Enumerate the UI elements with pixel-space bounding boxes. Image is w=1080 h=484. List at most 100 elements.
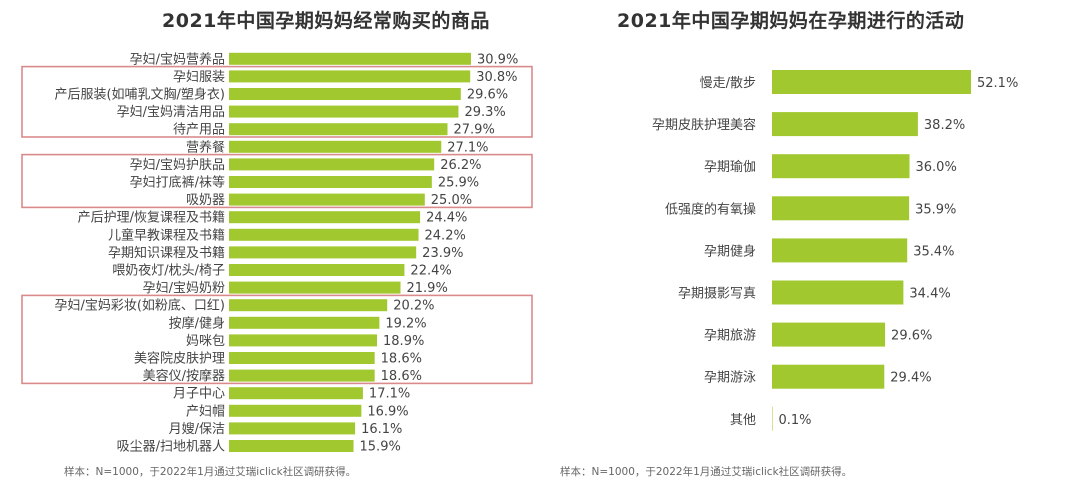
category-label: 喂奶夜灯/枕头/椅子 [112, 264, 225, 279]
bar [772, 322, 886, 347]
value-label: 27.9% [454, 123, 495, 138]
category-label: 孕妇服装 [173, 69, 225, 85]
value-label: 34.4% [909, 287, 950, 302]
bar [229, 281, 401, 294]
category-label: 营养餐 [186, 139, 225, 155]
bar [772, 70, 971, 94]
category-label: 慢走/散步 [700, 75, 756, 91]
value-label: 21.9% [407, 281, 448, 296]
category-label: 月子中心 [173, 387, 225, 402]
category-label: 吸尘器/扫地机器人 [117, 440, 225, 455]
bar [229, 387, 363, 400]
value-label: 19.2% [385, 316, 426, 331]
value-label: 52.1% [977, 76, 1018, 91]
category-label: 美容仪/按摩器 [143, 368, 225, 384]
category-label: 妈咪包 [186, 334, 225, 349]
category-label: 低强度的有氧操 [665, 201, 756, 217]
bar [229, 88, 461, 100]
bar [229, 369, 375, 382]
highlight-box [21, 153, 533, 209]
category-label: 按摩/健身 [169, 315, 225, 331]
value-label: 18.6% [381, 369, 422, 384]
highlight-box [21, 294, 533, 385]
category-label: 产妇帽 [186, 403, 225, 419]
category-label: 美容院皮肤护理 [134, 351, 225, 367]
bar [229, 246, 417, 259]
category-label: 孕妇/宝妈清洁用品 [117, 104, 225, 120]
bar [229, 52, 471, 65]
bar [229, 211, 421, 224]
category-label: 其他 [730, 413, 756, 428]
value-label: 18.9% [383, 334, 424, 349]
bar [229, 70, 471, 83]
category-label: 孕期皮肤护理美容 [652, 117, 756, 133]
bar [772, 280, 904, 305]
value-label: 30.9% [477, 52, 518, 67]
highlight-box [21, 65, 533, 138]
value-label: 29.6% [891, 329, 932, 344]
bar [229, 105, 459, 118]
bar [229, 299, 388, 312]
bar [772, 196, 910, 221]
bar [772, 238, 908, 263]
value-label: 36.0% [916, 160, 957, 175]
category-label: 孕妇打底裤/袜等 [130, 175, 225, 191]
left-sample-note: 样本：N=1000，于2022年1月通过艾瑞iclick社区调研获得。 [64, 466, 357, 478]
category-label: 孕期旅游 [704, 329, 756, 344]
value-label: 22.4% [410, 264, 451, 279]
bar [229, 176, 432, 188]
bar [229, 140, 442, 153]
category-label: 产后护理/恢复课程及书籍 [78, 210, 225, 226]
category-label: 孕期游泳 [704, 371, 756, 386]
value-label: 16.1% [361, 422, 402, 437]
category-label: 孕期瑜伽 [704, 160, 756, 175]
category-label: 孕妇/宝妈奶粉 [143, 280, 225, 296]
bar [229, 422, 356, 435]
value-label: 35.9% [915, 202, 956, 217]
category-label: 待产用品 [173, 123, 225, 138]
category-label: 月嫂/保洁 [169, 422, 225, 437]
value-label: 20.2% [393, 299, 434, 314]
bar [229, 228, 419, 241]
category-label: 孕妇/宝妈护肤品 [130, 157, 225, 173]
category-label: 孕期摄影写真 [678, 287, 756, 302]
value-label: 27.1% [447, 140, 488, 155]
category-label: 产后服装(如哺乳文胸/塑身衣) [54, 87, 225, 103]
bar [229, 440, 354, 452]
value-label: 16.9% [367, 404, 408, 419]
category-label: 孕期健身 [704, 243, 756, 259]
bar [772, 364, 885, 389]
value-label: 38.2% [924, 118, 965, 133]
left-chart-title: 2021年中国孕期妈妈经常购买的商品 [162, 10, 490, 32]
bar [229, 158, 435, 171]
right-chart-title: 2021年中国孕期妈妈在孕期进行的活动 [617, 10, 965, 32]
value-label: 29.3% [464, 105, 505, 120]
bar [229, 193, 425, 206]
value-label: 0.1% [779, 413, 812, 428]
value-label: 29.6% [467, 88, 508, 103]
right-bar-chart: 慢走/散步 52.1% 孕期皮肤护理美容 38.2% 孕期瑜伽 36.0% 低强度的有氧操 3… [652, 70, 1018, 431]
bar [229, 264, 405, 276]
right-sample-note: 样本：N=1000，于2022年1月通过艾瑞iclick社区调研获得。 [560, 466, 853, 478]
category-label: 孕妇/宝妈彩妆(如粉底、口红) [54, 298, 225, 314]
left-bar-chart: 孕妇/宝妈营养品 30.9% 孕妇服装 30.8% 产后服装(如哺乳文胸/塑身衣) 29.… [21, 51, 533, 455]
value-label: 17.1% [369, 387, 410, 402]
value-label: 29.4% [890, 371, 931, 386]
category-label: 吸奶器 [186, 193, 225, 208]
value-label: 30.8% [476, 70, 517, 85]
value-label: 24.4% [426, 211, 467, 226]
category-label: 孕期知识课程及书籍 [108, 245, 225, 261]
bar [229, 123, 448, 136]
value-label: 26.2% [440, 158, 481, 173]
value-label: 24.2% [425, 228, 466, 243]
value-label: 23.9% [422, 246, 463, 261]
bar [229, 352, 375, 364]
value-label: 18.6% [381, 352, 422, 367]
value-label: 25.0% [431, 193, 472, 208]
value-label: 35.4% [913, 244, 954, 259]
bar [772, 406, 773, 431]
bar [229, 334, 378, 347]
bar [229, 316, 380, 329]
